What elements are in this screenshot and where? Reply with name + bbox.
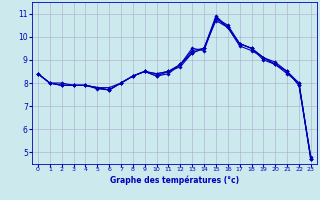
X-axis label: Graphe des températures (°c): Graphe des températures (°c): [110, 175, 239, 185]
